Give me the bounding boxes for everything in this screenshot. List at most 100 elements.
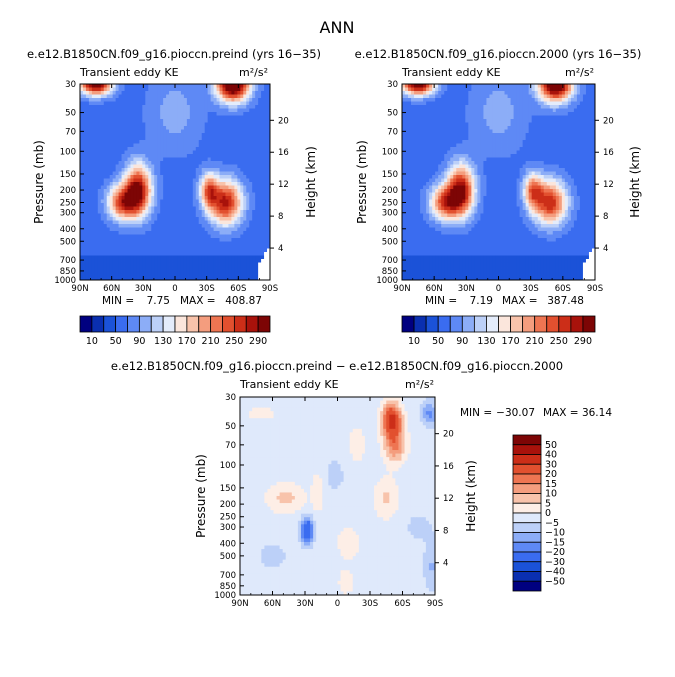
contour-cell xyxy=(130,154,134,158)
contour-cell xyxy=(213,252,217,256)
contour-cell xyxy=(115,259,119,263)
contour-cell xyxy=(222,227,226,232)
contour-cell xyxy=(133,227,137,232)
contour-cell xyxy=(157,192,161,197)
contour-cell xyxy=(210,140,214,144)
contour-cell xyxy=(160,262,164,267)
contour-cell xyxy=(243,129,247,134)
contour-cell xyxy=(552,98,557,102)
contour-cell xyxy=(498,143,502,148)
contour-cell xyxy=(249,157,253,162)
contour-cell xyxy=(82,178,87,183)
contour-cell xyxy=(438,91,442,95)
contour-cell xyxy=(145,84,149,88)
contour-cell xyxy=(154,196,158,200)
contour-cell xyxy=(109,238,114,242)
contour-cell xyxy=(103,224,108,228)
contour-cell xyxy=(579,119,584,123)
contour-cell xyxy=(124,108,128,113)
contour-cell xyxy=(447,91,451,95)
contour-cell xyxy=(249,227,253,232)
contour-cell xyxy=(157,196,161,200)
contour-cell xyxy=(222,126,226,130)
contour-cell xyxy=(192,203,197,207)
contour-cell xyxy=(91,108,96,113)
contour-cell xyxy=(130,94,134,99)
contour-cell xyxy=(441,133,445,137)
contour-cell xyxy=(145,98,149,102)
contour-cell xyxy=(219,101,223,106)
contour-cell xyxy=(588,87,593,92)
contour-cell xyxy=(549,84,554,88)
contour-cell xyxy=(106,98,111,102)
contour-cell xyxy=(201,119,206,123)
contour-cell xyxy=(258,136,262,141)
contour-cell xyxy=(186,273,191,277)
contour-cell xyxy=(471,91,475,95)
contour-cell xyxy=(183,129,188,134)
contour-cell xyxy=(175,150,179,155)
contour-cell xyxy=(474,98,478,102)
contour-cell xyxy=(222,189,226,193)
contour-cell xyxy=(210,87,214,92)
contour-cell xyxy=(237,140,241,144)
contour-cell xyxy=(261,143,265,148)
contour-cell xyxy=(198,140,203,144)
contour-cell xyxy=(468,115,472,120)
contour-cell xyxy=(519,105,524,109)
contour-cell xyxy=(106,206,111,211)
contour-cell xyxy=(537,143,542,148)
contour-cell xyxy=(139,150,143,155)
contour-cell xyxy=(198,224,203,228)
contour-cell xyxy=(139,276,143,281)
contour-cell xyxy=(255,122,259,127)
contour-cell xyxy=(177,210,182,214)
contour-cell xyxy=(435,112,439,116)
contour-cell xyxy=(166,245,170,249)
contour-cell xyxy=(186,224,191,228)
contour-cell xyxy=(163,248,167,253)
contour-cell xyxy=(588,143,593,148)
contour-cell xyxy=(252,259,256,263)
contour-cell xyxy=(420,94,424,99)
contour-cell xyxy=(513,98,517,102)
contour-cell xyxy=(216,189,220,193)
contour-cell xyxy=(240,245,244,249)
contour-cell xyxy=(564,133,569,137)
contour-cell xyxy=(85,213,90,218)
contour-cell xyxy=(100,231,105,235)
contour-cell xyxy=(183,140,188,144)
contour-cell xyxy=(258,189,262,193)
contour-cell xyxy=(97,276,102,281)
contour-cell xyxy=(438,115,442,120)
contour-cell xyxy=(405,136,409,141)
contour-cell xyxy=(177,122,182,127)
contour-cell xyxy=(106,105,111,109)
contour-cell xyxy=(127,115,131,120)
contour-cell xyxy=(495,84,499,88)
contour-cell xyxy=(169,231,173,235)
contour-cell xyxy=(225,206,229,211)
contour-cell xyxy=(504,94,508,99)
contour-cell xyxy=(82,126,87,130)
contour-cell xyxy=(261,276,265,281)
contour-cell xyxy=(255,157,259,162)
contour-cell xyxy=(429,143,433,148)
contour-cell xyxy=(175,241,179,246)
contour-cell xyxy=(474,140,478,144)
contour-cell xyxy=(231,269,235,274)
contour-cell xyxy=(94,136,99,141)
contour-cell xyxy=(225,147,229,151)
contour-cell xyxy=(204,210,209,214)
contour-cell xyxy=(561,147,566,151)
contour-cell xyxy=(246,119,250,123)
contour-cell xyxy=(195,259,200,263)
contour-cell xyxy=(100,164,105,169)
contour-cell xyxy=(133,119,137,123)
contour-cell xyxy=(234,84,238,88)
contour-cell xyxy=(207,259,212,263)
contour-cell xyxy=(204,108,209,113)
contour-cell xyxy=(207,227,212,232)
contour-cell xyxy=(444,133,448,137)
contour-cell xyxy=(240,220,244,225)
